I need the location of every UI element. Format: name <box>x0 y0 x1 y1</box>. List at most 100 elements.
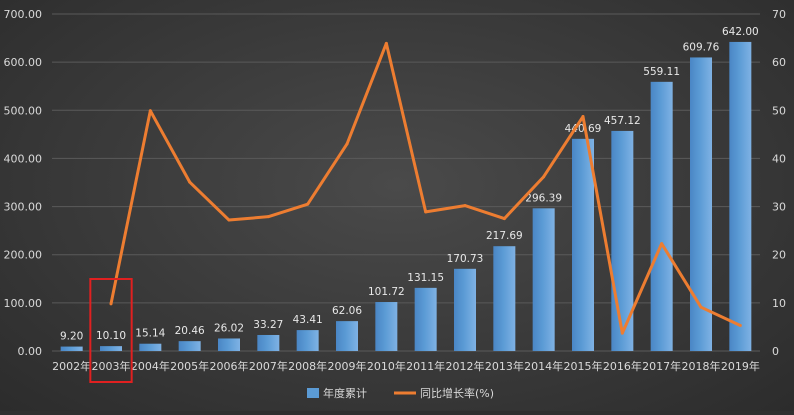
line-point <box>109 302 113 306</box>
bar-data-label: 101.72 <box>368 286 405 298</box>
category-label: 2007年 <box>249 359 288 373</box>
line-point <box>699 305 703 309</box>
right-tick-label: 0 <box>772 345 779 358</box>
right-tick-label: 20 <box>772 249 786 262</box>
left-tick-label: 100.00 <box>4 297 43 310</box>
line-point <box>148 109 152 113</box>
bar-data-label: 609.76 <box>683 41 720 53</box>
bar <box>139 343 162 351</box>
left-tick-label: 600.00 <box>4 56 43 69</box>
bar-data-label: 296.39 <box>525 192 562 204</box>
line-point <box>581 115 585 119</box>
category-label: 2013年 <box>485 359 524 373</box>
bar <box>100 346 122 351</box>
right-axis: 0 10 20 30 40 50 60 70 <box>772 8 786 358</box>
legend-label-line: 同比增长率(%) <box>420 386 494 400</box>
line-point <box>738 323 742 327</box>
bar <box>375 302 398 351</box>
category-label: 2009年 <box>328 359 367 373</box>
bar <box>493 246 516 351</box>
category-axis: 2002年 2003年 2004年 2005年 2006年 2007年 2008年 2009年… <box>52 359 760 373</box>
line-point <box>306 202 310 206</box>
bar <box>178 341 201 351</box>
line-point <box>660 242 664 246</box>
bar-data-label: 15.14 <box>135 328 165 340</box>
bar <box>729 41 752 352</box>
right-tick-label: 30 <box>772 201 786 214</box>
bar <box>218 338 240 351</box>
category-label: 2006年 <box>210 359 249 373</box>
bar-data-label: 20.46 <box>175 325 205 337</box>
bar-data-label: 33.27 <box>253 319 283 331</box>
category-label: 2019年 <box>721 359 760 373</box>
category-label: 2014年 <box>524 359 563 373</box>
bar-data-label: 170.73 <box>447 253 484 265</box>
bar <box>690 57 712 351</box>
line-point <box>542 175 546 179</box>
bar <box>336 321 358 351</box>
left-tick-label: 0.00 <box>18 345 43 358</box>
bar-data-label: 9.20 <box>60 331 83 343</box>
line-point <box>463 204 467 208</box>
legend: 年度累计 同比增长率(%) <box>307 386 494 400</box>
right-tick-label: 70 <box>772 8 786 21</box>
left-tick-label: 400.00 <box>4 152 43 165</box>
line-point <box>188 180 192 184</box>
category-label: 2004年 <box>131 359 170 373</box>
category-label: 2010年 <box>367 359 406 373</box>
bar-data-label: 43.41 <box>293 314 323 326</box>
right-tick-label: 60 <box>772 56 786 69</box>
highlight-rect <box>89 278 133 383</box>
line-point <box>345 142 349 146</box>
bar <box>532 208 555 351</box>
bar <box>454 268 476 351</box>
legend-label-bar: 年度累计 <box>323 386 367 400</box>
left-tick-label: 200.00 <box>4 249 43 262</box>
bar-data-label: 26.02 <box>214 322 244 334</box>
line-point <box>620 331 624 335</box>
category-label: 2016年 <box>603 359 642 373</box>
bar-data-label: 217.69 <box>486 230 523 242</box>
bar-data-label: 10.10 <box>96 330 126 342</box>
category-label: 2011年 <box>406 359 445 373</box>
bar <box>60 346 83 351</box>
line-point <box>502 217 506 221</box>
bar-data-labels: 9.20 10.10 15.14 20.46 26.02 33.27 43.41 62.06 1… <box>60 26 759 343</box>
bar-data-label: 457.12 <box>604 115 641 127</box>
bar <box>414 287 437 351</box>
category-label: 2017年 <box>642 359 681 373</box>
line-point <box>384 41 388 45</box>
category-label: 2008年 <box>288 359 327 373</box>
line-point <box>266 215 270 219</box>
legend-swatch-bar <box>307 388 319 398</box>
bar-series <box>60 41 752 352</box>
category-label: 2015年 <box>564 359 603 373</box>
bar-data-label: 131.15 <box>407 272 444 284</box>
line-point <box>227 218 231 222</box>
bar <box>257 334 280 351</box>
bar-data-label: 62.06 <box>332 305 362 317</box>
bar <box>650 81 673 352</box>
bar-data-label: 559.11 <box>643 66 680 78</box>
bar <box>296 330 319 351</box>
line-series <box>109 41 742 335</box>
left-axis: 0.00 100.00 200.00 300.00 400.00 500.00 600.00… <box>4 8 43 358</box>
right-tick-label: 50 <box>772 104 786 117</box>
bar-data-label: 642.00 <box>722 26 759 38</box>
left-tick-label: 300.00 <box>4 201 43 214</box>
category-label: 2005年 <box>170 359 209 373</box>
right-tick-label: 10 <box>772 297 786 310</box>
category-label: 2012年 <box>446 359 485 373</box>
left-tick-label: 500.00 <box>4 104 43 117</box>
left-tick-label: 700.00 <box>4 8 43 21</box>
category-label: 2002年 <box>52 359 91 373</box>
line-point <box>424 210 428 214</box>
gridlines <box>52 13 760 352</box>
category-label: 2018年 <box>682 359 721 373</box>
right-tick-label: 40 <box>772 152 786 165</box>
highlight-box <box>89 278 133 383</box>
bar <box>572 138 594 351</box>
category-label: 2003年 <box>92 359 131 373</box>
